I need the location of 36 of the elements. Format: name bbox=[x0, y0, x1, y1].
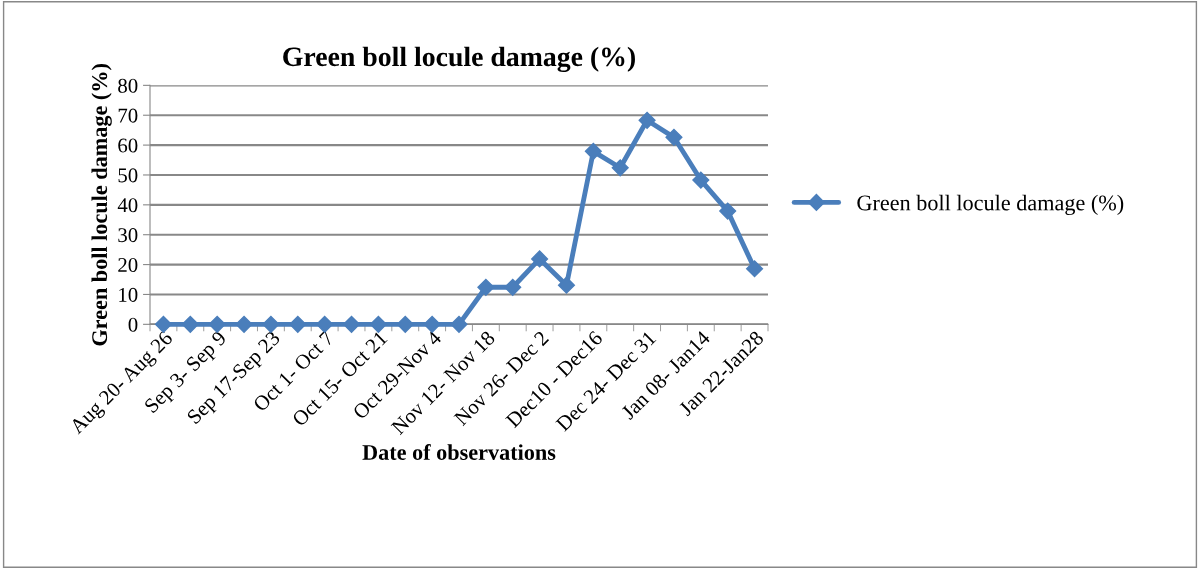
point bbox=[450, 315, 468, 333]
point bbox=[611, 159, 629, 177]
legend-label: Green boll locule damage (%) bbox=[857, 194, 1124, 216]
point bbox=[316, 315, 334, 333]
point bbox=[557, 276, 576, 294]
y-tick-label: 80 bbox=[118, 78, 138, 93]
y-tick-label: 60 bbox=[118, 138, 138, 153]
point bbox=[262, 315, 280, 333]
point bbox=[369, 315, 387, 333]
point bbox=[396, 315, 414, 333]
y-tick-label: 10 bbox=[119, 287, 138, 302]
point bbox=[235, 315, 253, 333]
point bbox=[289, 315, 307, 333]
y-tick-label: 70 bbox=[118, 108, 138, 123]
y-tick-label: 30 bbox=[118, 228, 138, 243]
point bbox=[665, 128, 683, 146]
point bbox=[692, 171, 710, 189]
y-tick-label: 50 bbox=[118, 168, 138, 183]
point bbox=[423, 315, 441, 333]
y-tick-label: 0 bbox=[128, 317, 138, 332]
point bbox=[154, 315, 172, 333]
y-tick-label: 20 bbox=[118, 257, 138, 273]
point bbox=[584, 142, 602, 160]
point bbox=[181, 315, 199, 333]
point bbox=[746, 260, 764, 278]
point bbox=[504, 278, 522, 296]
point bbox=[638, 111, 656, 129]
x-axis-title: Date of observations bbox=[362, 444, 556, 460]
point bbox=[477, 278, 495, 296]
point bbox=[208, 315, 226, 333]
chart-title: Green boll locule damage (%) bbox=[283, 46, 635, 73]
point bbox=[531, 250, 549, 268]
y-tick-label: 40 bbox=[117, 198, 138, 213]
point bbox=[719, 202, 737, 220]
y-axis-title: Green boll locule damage (%) bbox=[91, 64, 112, 346]
point bbox=[342, 315, 361, 333]
